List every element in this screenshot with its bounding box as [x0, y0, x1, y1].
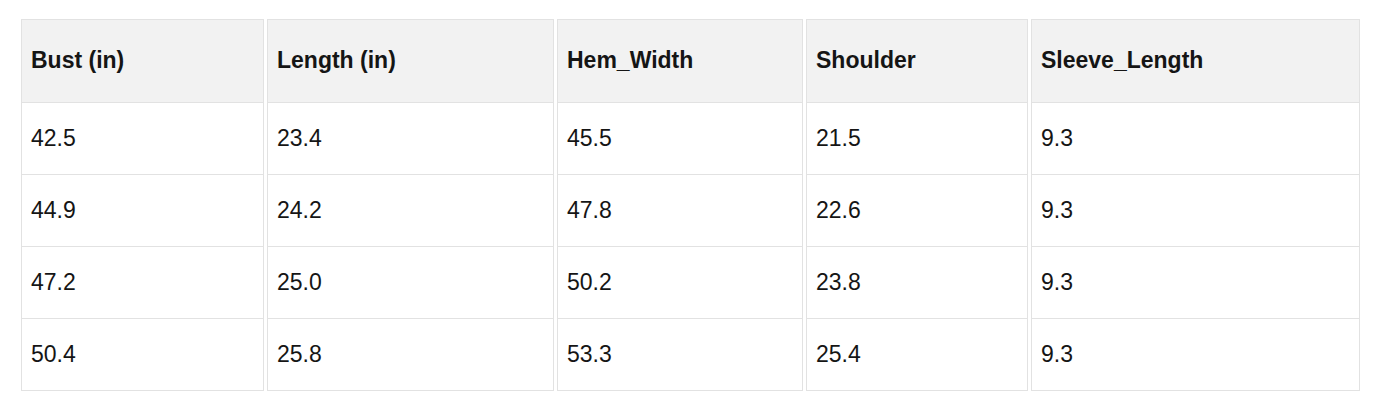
measurements-table: Bust (in) Length (in) Hem_Width Shoulder…	[18, 19, 1363, 391]
table-cell: 44.9	[21, 175, 264, 247]
table-cell: 9.3	[1031, 247, 1360, 319]
page: Bust (in) Length (in) Hem_Width Shoulder…	[0, 0, 1381, 413]
column-header-sleeve-length: Sleeve_Length	[1031, 19, 1360, 103]
table-cell: 25.8	[267, 319, 554, 391]
column-header-hem-width: Hem_Width	[557, 19, 803, 103]
table-cell: 50.2	[557, 247, 803, 319]
table-cell: 23.4	[267, 103, 554, 175]
table-cell: 50.4	[21, 319, 264, 391]
table-cell: 21.5	[806, 103, 1028, 175]
table-cell: 42.5	[21, 103, 264, 175]
table-cell: 25.0	[267, 247, 554, 319]
table-row: 50.4 25.8 53.3 25.4 9.3	[21, 319, 1360, 391]
column-header-length-in: Length (in)	[267, 19, 554, 103]
table-cell: 23.8	[806, 247, 1028, 319]
table-row: 47.2 25.0 50.2 23.8 9.3	[21, 247, 1360, 319]
table-cell: 53.3	[557, 319, 803, 391]
column-header-shoulder: Shoulder	[806, 19, 1028, 103]
table-cell: 9.3	[1031, 103, 1360, 175]
table-header-row: Bust (in) Length (in) Hem_Width Shoulder…	[21, 19, 1360, 103]
table-cell: 45.5	[557, 103, 803, 175]
column-header-bust-in: Bust (in)	[21, 19, 264, 103]
table-cell: 25.4	[806, 319, 1028, 391]
table-row: 42.5 23.4 45.5 21.5 9.3	[21, 103, 1360, 175]
table-cell: 9.3	[1031, 175, 1360, 247]
table-row: 44.9 24.2 47.8 22.6 9.3	[21, 175, 1360, 247]
table-cell: 22.6	[806, 175, 1028, 247]
table-cell: 47.8	[557, 175, 803, 247]
table-cell: 9.3	[1031, 319, 1360, 391]
table-cell: 47.2	[21, 247, 264, 319]
table-cell: 24.2	[267, 175, 554, 247]
